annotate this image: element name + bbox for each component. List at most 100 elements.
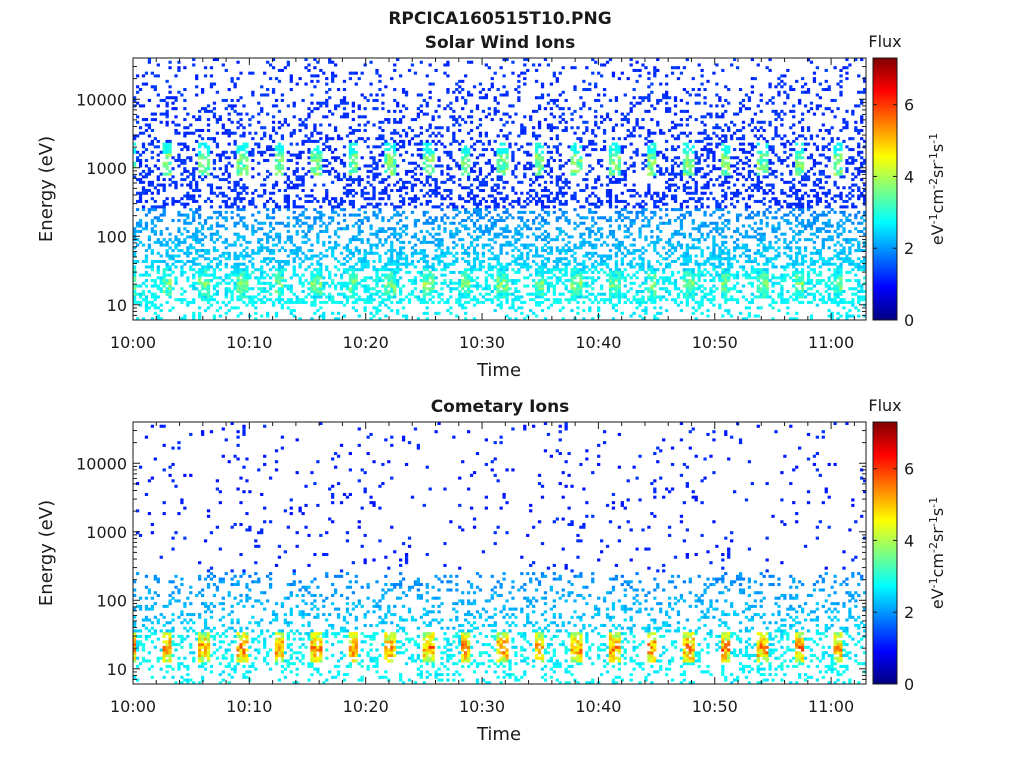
heatmap-cell	[502, 268, 506, 272]
heatmap-cell	[236, 279, 240, 283]
heatmap-cell	[274, 98, 279, 102]
heatmap-cell	[153, 205, 157, 209]
heatmap-cell	[461, 303, 465, 307]
heatmap-cell	[390, 281, 394, 285]
heatmap-cell	[342, 88, 347, 92]
heatmap-cell	[153, 118, 157, 122]
heatmap-cell	[206, 137, 211, 141]
heatmap-cell	[472, 161, 477, 165]
heatmap-cell	[404, 227, 409, 231]
heatmap-cell	[469, 284, 474, 288]
heatmap-cell	[576, 213, 580, 217]
heatmap-cell	[363, 63, 367, 67]
heatmap-cell	[466, 227, 471, 231]
heatmap-cell	[594, 295, 598, 299]
heatmap-cell	[425, 292, 429, 296]
heatmap-cell	[582, 101, 586, 105]
heatmap-cell	[336, 172, 341, 176]
heatmap-cell	[496, 161, 500, 165]
heatmap-cell	[218, 191, 222, 195]
heatmap-cell	[325, 145, 329, 149]
heatmap-cell	[310, 134, 314, 138]
heatmap-cell	[540, 194, 545, 198]
heatmap-cell	[537, 63, 542, 67]
heatmap-cell	[289, 79, 293, 83]
heatmap-cell	[608, 273, 613, 277]
heatmap-cell	[561, 112, 565, 116]
heatmap-cell	[212, 268, 217, 272]
heatmap-cell	[260, 243, 264, 247]
heatmap-cell	[611, 148, 616, 152]
heatmap-cell	[206, 123, 211, 127]
heatmap-cell	[534, 303, 539, 307]
heatmap-cell	[390, 300, 394, 304]
heatmap-cell	[159, 243, 163, 247]
heatmap-cell	[342, 191, 347, 195]
heatmap-cell	[508, 131, 512, 135]
heatmap-cell	[319, 265, 323, 269]
heatmap-cell	[248, 300, 252, 304]
heatmap-cell	[540, 273, 545, 277]
heatmap-cell	[520, 265, 524, 269]
heatmap-cell	[588, 139, 592, 143]
heatmap-cell	[165, 172, 169, 176]
heatmap-cell	[268, 137, 273, 141]
heatmap-cell	[564, 128, 568, 132]
heatmap-cell	[316, 199, 320, 203]
heatmap-cell	[404, 254, 409, 258]
heatmap-cell	[413, 205, 418, 209]
heatmap-cell	[396, 259, 400, 263]
heatmap-cell	[263, 295, 267, 299]
heatmap-cell	[292, 259, 296, 263]
heatmap-cell	[333, 229, 338, 233]
heatmap-cell	[614, 96, 619, 100]
heatmap-cell	[549, 268, 554, 272]
heatmap-cell	[534, 164, 539, 168]
heatmap-cell	[295, 178, 299, 182]
heatmap-cell	[404, 295, 409, 299]
heatmap-cell	[230, 107, 234, 111]
heatmap-cell	[549, 180, 554, 184]
heatmap-cell	[224, 199, 228, 203]
heatmap-cell	[227, 112, 231, 116]
heatmap-cell	[396, 309, 400, 313]
heatmap-cell	[638, 314, 642, 318]
heatmap-cell	[177, 219, 181, 223]
heatmap-cell	[266, 238, 270, 242]
heatmap-cell	[472, 221, 477, 225]
heatmap-cell	[490, 167, 494, 171]
heatmap-cell	[623, 208, 627, 212]
heatmap-cell	[419, 180, 423, 184]
heatmap-cell	[348, 289, 353, 294]
heatmap-cell	[378, 254, 382, 258]
heatmap-cell	[215, 90, 220, 94]
heatmap-cell	[576, 246, 580, 250]
heatmap-cell	[147, 300, 152, 304]
heatmap-cell	[333, 148, 338, 152]
heatmap-cell	[381, 279, 385, 283]
heatmap-cell	[549, 276, 554, 280]
heatmap-cell	[271, 303, 276, 307]
heatmap-cell	[186, 175, 190, 179]
heatmap-cell	[401, 115, 406, 119]
heatmap-cell	[384, 161, 388, 165]
heatmap-cell	[162, 210, 166, 214]
heatmap-cell	[316, 172, 320, 176]
heatmap-cell	[537, 279, 542, 283]
heatmap-cell	[401, 246, 406, 250]
heatmap-cell	[242, 268, 246, 272]
heatmap-cell	[505, 112, 509, 116]
heatmap-cell	[378, 240, 382, 244]
heatmap-cell	[257, 150, 261, 154]
heatmap-cell	[437, 224, 441, 228]
heatmap-cell	[283, 300, 287, 304]
heatmap-cell	[490, 118, 494, 122]
heatmap-cell	[156, 205, 160, 209]
heatmap-cell	[393, 164, 397, 168]
heatmap-cell	[153, 232, 157, 236]
heatmap-cell	[611, 158, 616, 163]
heatmap-cell	[363, 216, 367, 220]
heatmap-cell	[345, 249, 350, 253]
heatmap-cell	[407, 142, 412, 146]
heatmap-cell	[585, 128, 589, 132]
